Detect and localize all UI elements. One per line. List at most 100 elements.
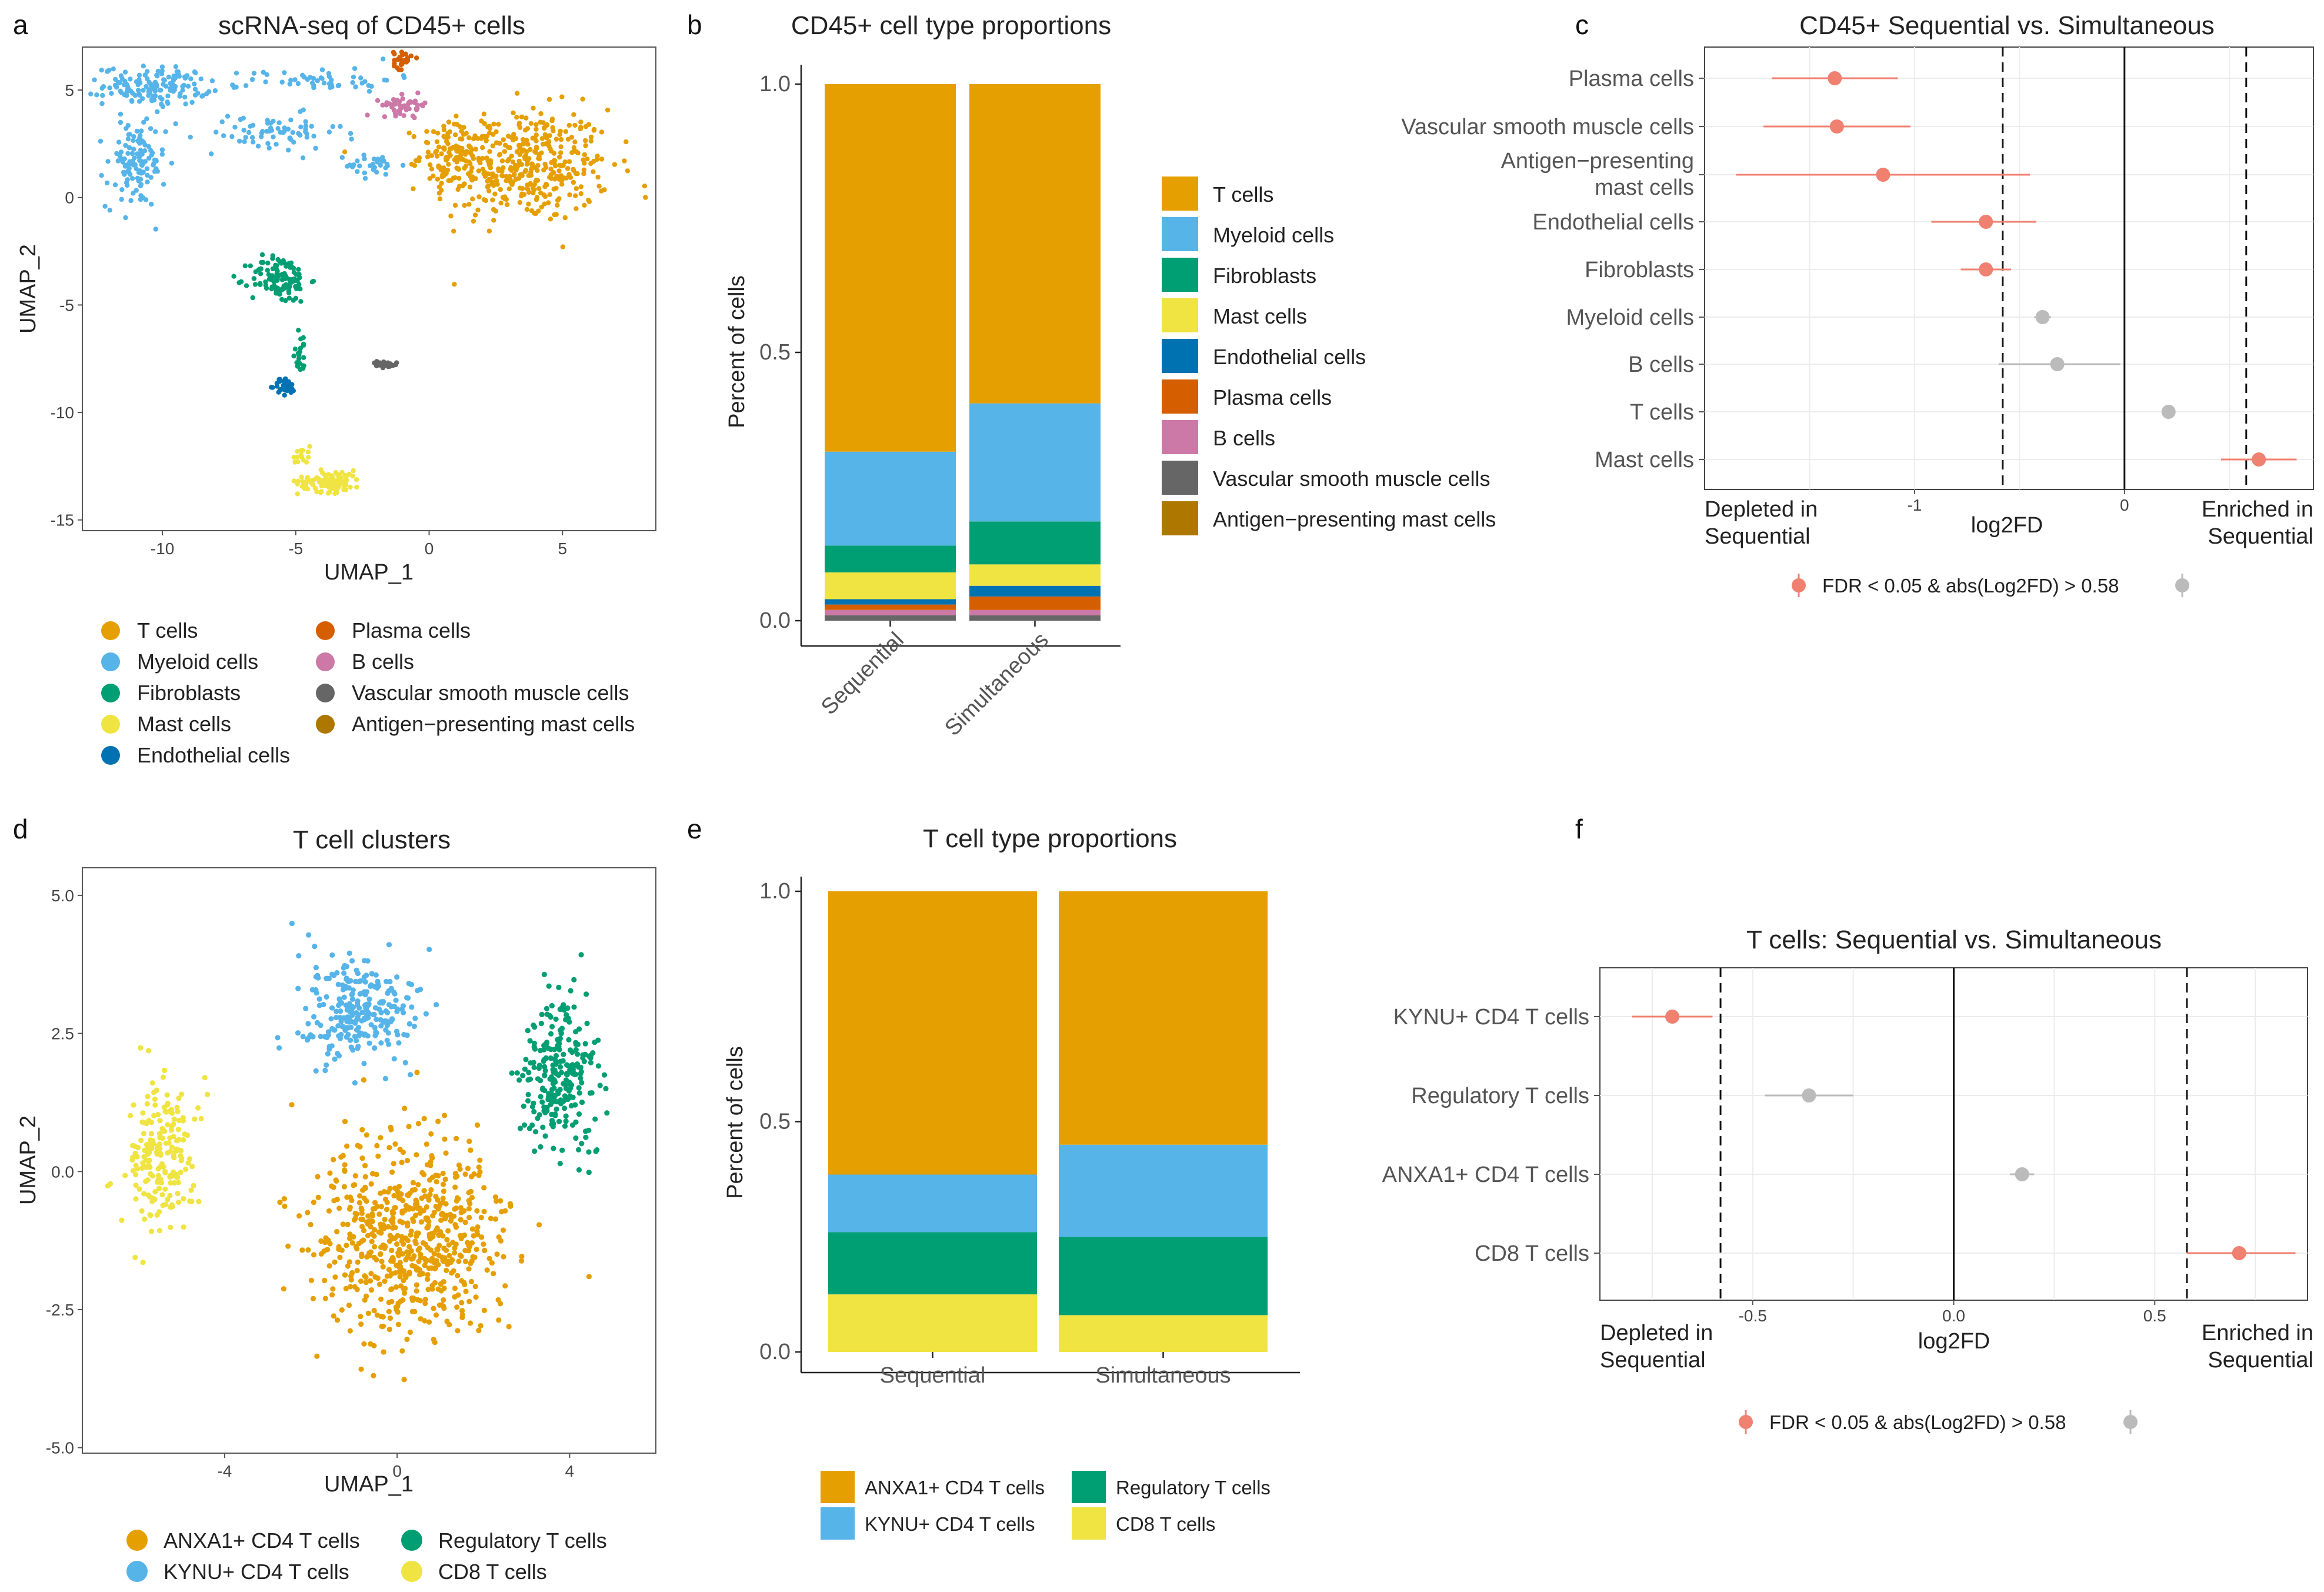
umap-point-anxa1-cd4-t-cells	[443, 1150, 449, 1156]
umap-point-anxa1-cd4-t-cells	[455, 1273, 461, 1278]
umap-point-kynu-cd4-t-cells	[366, 1040, 372, 1046]
umap-point-anxa1-cd4-t-cells	[498, 1238, 504, 1244]
umap-point-t-cells	[595, 174, 601, 180]
umap-point-t-cells	[528, 146, 533, 152]
legend-label-fibroblasts: Fibroblasts	[1213, 264, 1316, 288]
umap-point-t-cells	[469, 165, 475, 171]
umap-point-t-cells	[539, 150, 544, 156]
umap-point-t-cells	[534, 126, 539, 132]
umap-point-t-cells	[462, 202, 467, 208]
umap-point-regulatory-t-cells	[583, 991, 589, 997]
umap-point-myeloid-cells	[347, 162, 352, 168]
umap-point-myeloid-cells	[142, 159, 148, 164]
umap-point-t-cells	[498, 186, 503, 192]
umap-point-myeloid-cells	[138, 133, 143, 138]
umap-point-kynu-cd4-t-cells	[394, 974, 400, 980]
umap-point-t-cells	[526, 156, 532, 161]
umap-point-anxa1-cd4-t-cells	[425, 1287, 431, 1293]
umap-point-anxa1-cd4-t-cells	[357, 1193, 363, 1199]
umap-point-cd8-t-cells	[139, 1208, 145, 1214]
umap-point-kynu-cd4-t-cells	[402, 1060, 408, 1065]
umap-point-anxa1-cd4-t-cells	[388, 1218, 394, 1224]
umap-point-t-cells	[554, 174, 559, 179]
umap-point-anxa1-cd4-t-cells	[422, 1300, 428, 1307]
umap-point-t-cells	[487, 149, 492, 154]
panel-c-right-label: Enriched in Sequential	[2202, 497, 2313, 549]
umap-point-t-cells	[575, 150, 581, 156]
umap-point-fibroblasts	[296, 267, 301, 272]
umap-point-myeloid-cells	[206, 89, 212, 94]
umap-point-anxa1-cd4-t-cells	[426, 1319, 432, 1325]
umap-point-cd8-t-cells	[183, 1166, 189, 1173]
umap-point-myeloid-cells	[381, 158, 386, 164]
umap-point-anxa1-cd4-t-cells	[397, 1218, 403, 1224]
umap-point-anxa1-cd4-t-cells	[415, 1247, 421, 1253]
umap-point-t-cells	[463, 158, 469, 164]
umap-point-anxa1-cd4-t-cells	[494, 1198, 499, 1204]
umap-point-regulatory-t-cells	[563, 1113, 569, 1119]
umap-point-regulatory-t-cells	[551, 1098, 557, 1104]
umap-point-t-cells	[539, 136, 545, 141]
umap-point-myeloid-cells	[339, 155, 345, 160]
umap-point-t-cells	[425, 154, 431, 159]
umap-point-anxa1-cd4-t-cells	[348, 1277, 354, 1283]
umap-point-anxa1-cd4-t-cells	[492, 1216, 498, 1222]
umap-point-myeloid-cells	[135, 138, 141, 144]
umap-point-cd8-t-cells	[149, 1145, 155, 1151]
umap-point-myeloid-cells	[255, 144, 261, 149]
umap-point-anxa1-cd4-t-cells	[429, 1153, 435, 1159]
umap-point-anxa1-cd4-t-cells	[431, 1251, 437, 1257]
umap-point-kynu-cd4-t-cells	[345, 1014, 351, 1020]
umap-point-anxa1-cd4-t-cells	[347, 1206, 353, 1212]
umap-point-t-cells	[455, 166, 461, 171]
umap-point-t-cells	[524, 115, 529, 121]
umap-point-b-cells	[406, 106, 412, 112]
umap-point-anxa1-cd4-t-cells	[396, 1247, 402, 1253]
umap-point-plasma-cells	[399, 61, 404, 66]
umap-point-anxa1-cd4-t-cells	[368, 1224, 374, 1230]
umap-point-t-cells	[535, 168, 540, 173]
umap-point-kynu-cd4-t-cells	[343, 1003, 349, 1008]
umap-point-cd8-t-cells	[142, 1216, 148, 1222]
umap-point-t-cells	[555, 198, 561, 203]
umap-point-t-cells	[581, 167, 586, 172]
umap-point-t-cells	[513, 136, 519, 141]
umap-point-cd8-t-cells	[176, 1200, 182, 1205]
umap-point-anxa1-cd4-t-cells	[452, 1171, 459, 1177]
umap-point-cd8-t-cells	[149, 1173, 155, 1179]
umap-point-kynu-cd4-t-cells	[386, 942, 392, 948]
umap-point-anxa1-cd4-t-cells	[414, 1288, 419, 1294]
umap-point-anxa1-cd4-t-cells	[462, 1220, 468, 1225]
legend-key-t-cells	[101, 621, 120, 640]
umap-point-anxa1-cd4-t-cells	[403, 1203, 409, 1208]
umap-point-cd8-t-cells	[132, 1150, 138, 1157]
umap-point-myeloid-cells	[148, 126, 154, 131]
umap-point-myeloid-cells	[138, 196, 144, 202]
umap-point-myeloid-cells	[279, 79, 285, 85]
umap-point-kynu-cd4-t-cells	[387, 978, 393, 985]
umap-point-regulatory-t-cells	[562, 1123, 568, 1129]
umap-point-anxa1-cd4-t-cells	[397, 1274, 403, 1280]
umap-point-fibroblasts	[252, 282, 258, 287]
umap-point-myeloid-cells	[246, 129, 252, 135]
umap-point-t-cells	[471, 218, 476, 224]
umap-point-t-cells	[599, 156, 605, 162]
umap-point-anxa1-cd4-t-cells	[392, 1141, 398, 1147]
umap-point-anxa1-cd4-t-cells	[436, 1243, 442, 1248]
umap-point-kynu-cd4-t-cells	[303, 1005, 309, 1011]
legend-key-plasma-cells	[316, 621, 335, 640]
umap-point-anxa1-cd4-t-cells	[311, 1200, 317, 1205]
umap-point-myeloid-cells	[300, 155, 306, 161]
umap-point-anxa1-cd4-t-cells	[440, 1233, 446, 1239]
panel-d-xlabel: UMAP_1	[324, 1472, 414, 1497]
umap-point-anxa1-cd4-t-cells	[414, 1070, 420, 1075]
umap-point-kynu-cd4-t-cells	[329, 1005, 335, 1011]
umap-point-mast-cells	[305, 449, 311, 455]
umap-point-regulatory-t-cells	[592, 1116, 598, 1122]
umap-point-anxa1-cd4-t-cells	[459, 1300, 465, 1305]
umap-point-t-cells	[526, 201, 531, 207]
umap-point-kynu-cd4-t-cells	[343, 985, 349, 991]
umap-point-cd8-t-cells	[164, 1092, 170, 1098]
legend-label-mast-cells: Mast cells	[1213, 304, 1307, 328]
umap-point-anxa1-cd4-t-cells	[463, 1288, 469, 1294]
